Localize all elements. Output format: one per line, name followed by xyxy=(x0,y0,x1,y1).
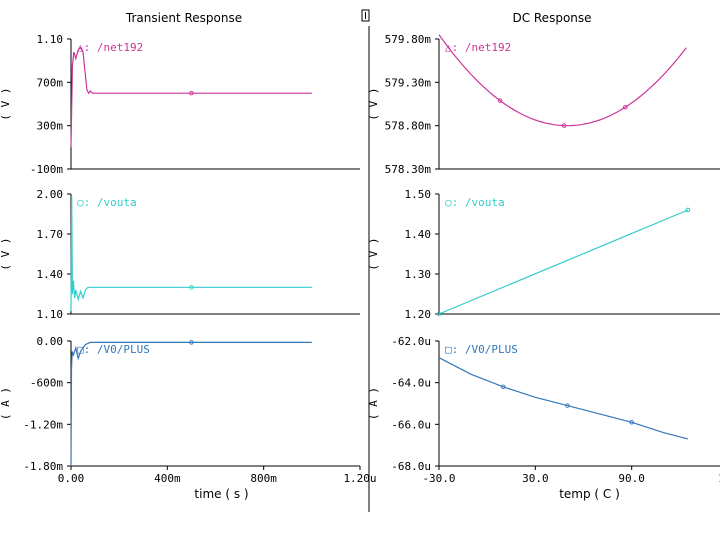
unit-label: ( V ) xyxy=(0,87,12,120)
legend-marker: △: xyxy=(445,41,465,54)
y-tick-label: 700m xyxy=(37,76,64,89)
legend-marker: ○: xyxy=(77,196,97,209)
series-marker xyxy=(629,420,634,425)
y-tick-label: 1.40 xyxy=(405,228,432,241)
y-tick-label: -100m xyxy=(30,163,63,176)
y-tick-label: -62.0u xyxy=(391,335,431,348)
legend-label: /net192 xyxy=(465,41,511,54)
y-tick-label: 578.30m xyxy=(385,163,432,176)
y-tick-label: 579.80m xyxy=(385,33,432,46)
unit-label: ( V ) xyxy=(0,237,12,270)
legend: ○: /vouta xyxy=(445,196,505,209)
series-line xyxy=(438,357,689,440)
legend: △: /net192 xyxy=(77,41,143,54)
unit-label: ( A ) xyxy=(0,387,12,420)
y-tick-label: 1.10 xyxy=(37,33,64,46)
y-tick-label: 1.30 xyxy=(405,268,432,281)
chart-panels: 1.10 700m 300m -100m ( V ) △: /net192 2.00 1.70… xyxy=(0,33,720,501)
series-line xyxy=(70,46,312,148)
legend-marker: □: xyxy=(445,343,465,356)
legend: □: /V0/PLUS xyxy=(445,343,518,356)
y-tick-label: 1.70 xyxy=(37,228,64,241)
panel-dc-net192: 579.80m 579.30m 578.80m 578.30m ( V ) △: /net… xyxy=(367,33,720,176)
x-tick-label: -30.0 xyxy=(422,472,455,485)
x-tick-label: 1.20u xyxy=(343,472,376,485)
legend-marker: ○: xyxy=(445,196,465,209)
y-tick-label: 1.20 xyxy=(405,308,432,321)
panel-dc-vouta: 1.50 1.40 1.30 1.20 ( V ) ○: /vouta xyxy=(367,188,720,321)
series-line xyxy=(70,196,312,312)
panel-transient-v0plus: 0.00 -600m -1.20m -1.80m ( A ) □: /V0/PLUS 0.0… xyxy=(0,335,377,501)
y-tick-label: 1.50 xyxy=(405,188,432,201)
y-tick-label: 0.00 xyxy=(37,335,64,348)
legend-label: /net192 xyxy=(97,41,143,54)
series-marker xyxy=(497,98,503,103)
x-tick-label: 90.0 xyxy=(618,472,645,485)
panel-dc-v0plus: -62.0u -64.0u -66.0u -68.0u ( A ) □: /V0/PLUS… xyxy=(367,335,720,501)
legend: ○: /vouta xyxy=(77,196,137,209)
y-tick-label: -600m xyxy=(30,377,63,390)
legend-label: /V0/PLUS xyxy=(97,343,150,356)
series-marker xyxy=(685,207,691,213)
series-marker xyxy=(622,104,628,110)
unit-label: ( A ) xyxy=(367,387,380,420)
legend: □: /V0/PLUS xyxy=(77,343,150,356)
y-tick-label: -66.0u xyxy=(391,418,431,431)
y-tick-label: 300m xyxy=(37,120,64,133)
unit-label: ( V ) xyxy=(367,87,380,120)
series-marker xyxy=(189,90,194,96)
series-line xyxy=(70,341,312,467)
legend-label: /vouta xyxy=(97,196,137,209)
series-marker xyxy=(436,311,442,317)
y-tick-label: -1.20m xyxy=(23,418,63,431)
series-marker xyxy=(189,340,194,345)
panel-transient-vouta: 2.00 1.70 1.40 1.10 ( V ) ○: /vouta xyxy=(0,188,360,321)
x-tick-label: 400m xyxy=(154,472,181,485)
y-tick-label: 2.00 xyxy=(37,188,64,201)
series-marker xyxy=(189,285,194,290)
x-tick-label: 0.00 xyxy=(58,472,85,485)
series-line xyxy=(438,209,689,315)
panel-transient-net192: 1.10 700m 300m -100m ( V ) △: /net192 xyxy=(0,33,360,176)
x-tick-label: 150 xyxy=(718,472,720,485)
x-axis-label: temp ( C ) xyxy=(559,487,620,501)
series-marker xyxy=(565,403,570,408)
transient-title: Transient Response xyxy=(125,11,242,25)
legend-marker: □: xyxy=(77,343,97,356)
y-tick-label: -64.0u xyxy=(391,377,431,390)
dc-title: DC Response xyxy=(512,11,591,25)
legend-label: /vouta xyxy=(465,196,505,209)
y-tick-label: -1.80m xyxy=(23,460,63,473)
y-tick-label: 1.40 xyxy=(37,268,64,281)
legend: △: /net192 xyxy=(445,41,511,54)
y-tick-label: 579.30m xyxy=(385,76,432,89)
unit-label: ( V ) xyxy=(367,237,380,270)
y-tick-label: 578.80m xyxy=(385,120,432,133)
x-axis-label: time ( s ) xyxy=(194,487,248,501)
series-marker xyxy=(561,123,567,128)
series-marker xyxy=(500,384,506,390)
x-tick-label: 30.0 xyxy=(522,472,549,485)
y-tick-label: 1.10 xyxy=(37,308,64,321)
legend-label: /V0/PLUS xyxy=(465,343,518,356)
y-tick-label: -68.0u xyxy=(391,460,431,473)
x-tick-label: 800m xyxy=(250,472,277,485)
